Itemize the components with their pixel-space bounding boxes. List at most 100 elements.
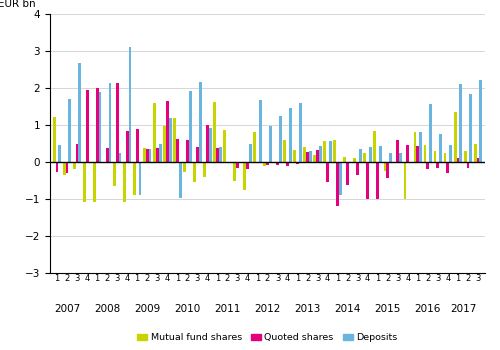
Bar bbox=[444, 153, 446, 162]
Bar bbox=[133, 162, 136, 195]
Text: 2010: 2010 bbox=[174, 303, 201, 314]
Bar bbox=[173, 118, 176, 162]
Bar bbox=[166, 101, 168, 162]
Bar bbox=[58, 145, 61, 162]
Bar bbox=[118, 153, 122, 162]
Text: 2016: 2016 bbox=[414, 303, 441, 314]
Bar bbox=[188, 91, 192, 162]
Legend: Mutual fund shares, Quoted shares, Deposits: Mutual fund shares, Quoted shares, Depos… bbox=[134, 329, 402, 346]
Bar bbox=[253, 132, 256, 162]
Bar bbox=[83, 162, 86, 202]
Bar bbox=[414, 132, 416, 162]
Bar bbox=[153, 103, 156, 162]
Bar bbox=[406, 145, 409, 162]
Bar bbox=[186, 140, 188, 162]
Bar bbox=[63, 162, 66, 175]
Bar bbox=[243, 162, 246, 190]
Bar bbox=[359, 149, 362, 162]
Bar bbox=[436, 162, 440, 168]
Bar bbox=[304, 147, 306, 162]
Bar bbox=[424, 145, 426, 162]
Text: 2009: 2009 bbox=[134, 303, 160, 314]
Bar bbox=[259, 100, 262, 162]
Bar bbox=[279, 116, 282, 162]
Bar bbox=[136, 130, 138, 162]
Bar bbox=[470, 93, 472, 162]
Bar bbox=[276, 162, 279, 165]
Text: 2011: 2011 bbox=[214, 303, 240, 314]
Bar bbox=[474, 144, 476, 162]
Bar bbox=[369, 147, 372, 162]
Bar bbox=[93, 162, 96, 202]
Text: 2013: 2013 bbox=[294, 303, 321, 314]
Bar bbox=[289, 107, 292, 162]
Bar bbox=[73, 162, 76, 169]
Bar bbox=[108, 83, 112, 162]
Bar bbox=[126, 131, 128, 162]
Bar bbox=[480, 80, 482, 162]
Bar bbox=[236, 162, 239, 168]
Bar bbox=[386, 162, 389, 178]
Bar bbox=[96, 88, 98, 162]
Text: EUR bn: EUR bn bbox=[0, 0, 36, 9]
Bar bbox=[56, 162, 58, 172]
Text: 2017: 2017 bbox=[450, 303, 476, 314]
Bar bbox=[294, 150, 296, 162]
Bar bbox=[309, 151, 312, 162]
Bar bbox=[128, 47, 132, 162]
Bar bbox=[163, 126, 166, 162]
Bar bbox=[354, 158, 356, 162]
Bar bbox=[446, 162, 450, 173]
Bar bbox=[379, 146, 382, 162]
Bar bbox=[299, 103, 302, 162]
Bar bbox=[329, 141, 332, 162]
Bar bbox=[213, 102, 216, 162]
Bar bbox=[284, 140, 286, 162]
Bar bbox=[319, 146, 322, 162]
Bar bbox=[316, 150, 319, 162]
Bar bbox=[233, 162, 236, 181]
Bar bbox=[199, 83, 202, 162]
Bar bbox=[394, 162, 396, 163]
Bar bbox=[53, 117, 56, 162]
Bar bbox=[98, 92, 102, 162]
Bar bbox=[314, 155, 316, 162]
Bar bbox=[263, 162, 266, 166]
Bar bbox=[450, 145, 452, 162]
Bar bbox=[434, 151, 436, 162]
Bar bbox=[339, 162, 342, 195]
Bar bbox=[399, 153, 402, 162]
Bar bbox=[336, 162, 339, 206]
Bar bbox=[366, 162, 369, 199]
Bar bbox=[356, 162, 359, 175]
Bar bbox=[460, 84, 462, 162]
Bar bbox=[466, 162, 469, 168]
Bar bbox=[146, 149, 148, 162]
Bar bbox=[203, 162, 206, 177]
Bar bbox=[123, 162, 126, 202]
Bar bbox=[138, 162, 141, 195]
Bar bbox=[106, 148, 108, 162]
Text: 2008: 2008 bbox=[94, 303, 120, 314]
Bar bbox=[156, 148, 158, 162]
Bar bbox=[324, 141, 326, 162]
Bar bbox=[476, 158, 480, 162]
Bar bbox=[286, 162, 289, 167]
Bar bbox=[116, 83, 118, 162]
Bar bbox=[246, 162, 249, 169]
Bar bbox=[168, 118, 172, 162]
Text: 2012: 2012 bbox=[254, 303, 280, 314]
Bar bbox=[176, 139, 178, 162]
Bar bbox=[76, 144, 78, 162]
Text: 2014: 2014 bbox=[334, 303, 361, 314]
Bar bbox=[68, 99, 71, 162]
Bar bbox=[396, 140, 399, 162]
Bar bbox=[326, 162, 329, 182]
Bar bbox=[296, 162, 299, 164]
Bar bbox=[440, 134, 442, 162]
Text: 2007: 2007 bbox=[54, 303, 80, 314]
Bar bbox=[464, 151, 466, 162]
Bar bbox=[209, 128, 212, 162]
Bar bbox=[143, 148, 146, 162]
Bar bbox=[178, 162, 182, 198]
